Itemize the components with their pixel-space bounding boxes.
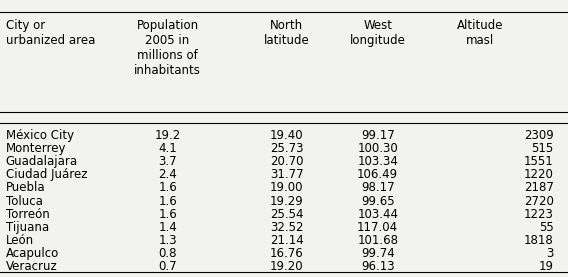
Text: 1.6: 1.6: [158, 181, 177, 194]
Text: Guadalajara: Guadalajara: [6, 155, 78, 168]
Text: Ciudad Juárez: Ciudad Juárez: [6, 168, 87, 181]
Text: 99.74: 99.74: [361, 247, 395, 260]
Text: 1220: 1220: [524, 168, 554, 181]
Text: 515: 515: [532, 142, 554, 155]
Text: 0.7: 0.7: [158, 260, 177, 273]
Text: 25.73: 25.73: [270, 142, 303, 155]
Text: 19.2: 19.2: [154, 129, 181, 142]
Text: León: León: [6, 234, 34, 247]
Text: Torreón: Torreón: [6, 208, 49, 221]
Text: 98.17: 98.17: [361, 181, 395, 194]
Text: Population
2005 in
millions of
inhabitants: Population 2005 in millions of inhabitan…: [134, 19, 201, 77]
Text: 19.29: 19.29: [270, 194, 304, 207]
Text: 101.68: 101.68: [357, 234, 398, 247]
Text: North
latitude: North latitude: [264, 19, 310, 47]
Text: 103.44: 103.44: [357, 208, 398, 221]
Text: West
longitude: West longitude: [350, 19, 406, 47]
Text: 99.65: 99.65: [361, 194, 395, 207]
Text: 1223: 1223: [524, 208, 554, 221]
Text: Veracruz: Veracruz: [6, 260, 57, 273]
Text: 31.77: 31.77: [270, 168, 304, 181]
Text: 2720: 2720: [524, 194, 554, 207]
Text: City or
urbanized area: City or urbanized area: [6, 19, 95, 47]
Text: 19.40: 19.40: [270, 129, 304, 142]
Text: 4.1: 4.1: [158, 142, 177, 155]
Text: Acapulco: Acapulco: [6, 247, 59, 260]
Text: 103.34: 103.34: [357, 155, 398, 168]
Text: 19.20: 19.20: [270, 260, 304, 273]
Text: 21.14: 21.14: [270, 234, 304, 247]
Text: 19.00: 19.00: [270, 181, 303, 194]
Text: México City: México City: [6, 129, 74, 142]
Text: Altitude
masl: Altitude masl: [457, 19, 503, 47]
Text: 96.13: 96.13: [361, 260, 395, 273]
Text: 3.7: 3.7: [158, 155, 177, 168]
Text: 106.49: 106.49: [357, 168, 398, 181]
Text: Toluca: Toluca: [6, 194, 43, 207]
Text: 55: 55: [539, 221, 554, 234]
Text: 2187: 2187: [524, 181, 554, 194]
Text: 1.6: 1.6: [158, 208, 177, 221]
Text: 16.76: 16.76: [270, 247, 304, 260]
Text: 3: 3: [546, 247, 554, 260]
Text: 99.17: 99.17: [361, 129, 395, 142]
Text: 1.3: 1.3: [158, 234, 177, 247]
Text: 19: 19: [539, 260, 554, 273]
Text: 117.04: 117.04: [357, 221, 398, 234]
Text: 1.6: 1.6: [158, 194, 177, 207]
Text: 25.54: 25.54: [270, 208, 303, 221]
Text: 1551: 1551: [524, 155, 554, 168]
Text: 32.52: 32.52: [270, 221, 303, 234]
Text: 2309: 2309: [524, 129, 554, 142]
Text: 20.70: 20.70: [270, 155, 303, 168]
Text: Puebla: Puebla: [6, 181, 45, 194]
Text: 100.30: 100.30: [357, 142, 398, 155]
Text: 2.4: 2.4: [158, 168, 177, 181]
Text: 1.4: 1.4: [158, 221, 177, 234]
Text: 1818: 1818: [524, 234, 554, 247]
Text: Tijuana: Tijuana: [6, 221, 49, 234]
Text: 0.8: 0.8: [158, 247, 177, 260]
Text: Monterrey: Monterrey: [6, 142, 66, 155]
